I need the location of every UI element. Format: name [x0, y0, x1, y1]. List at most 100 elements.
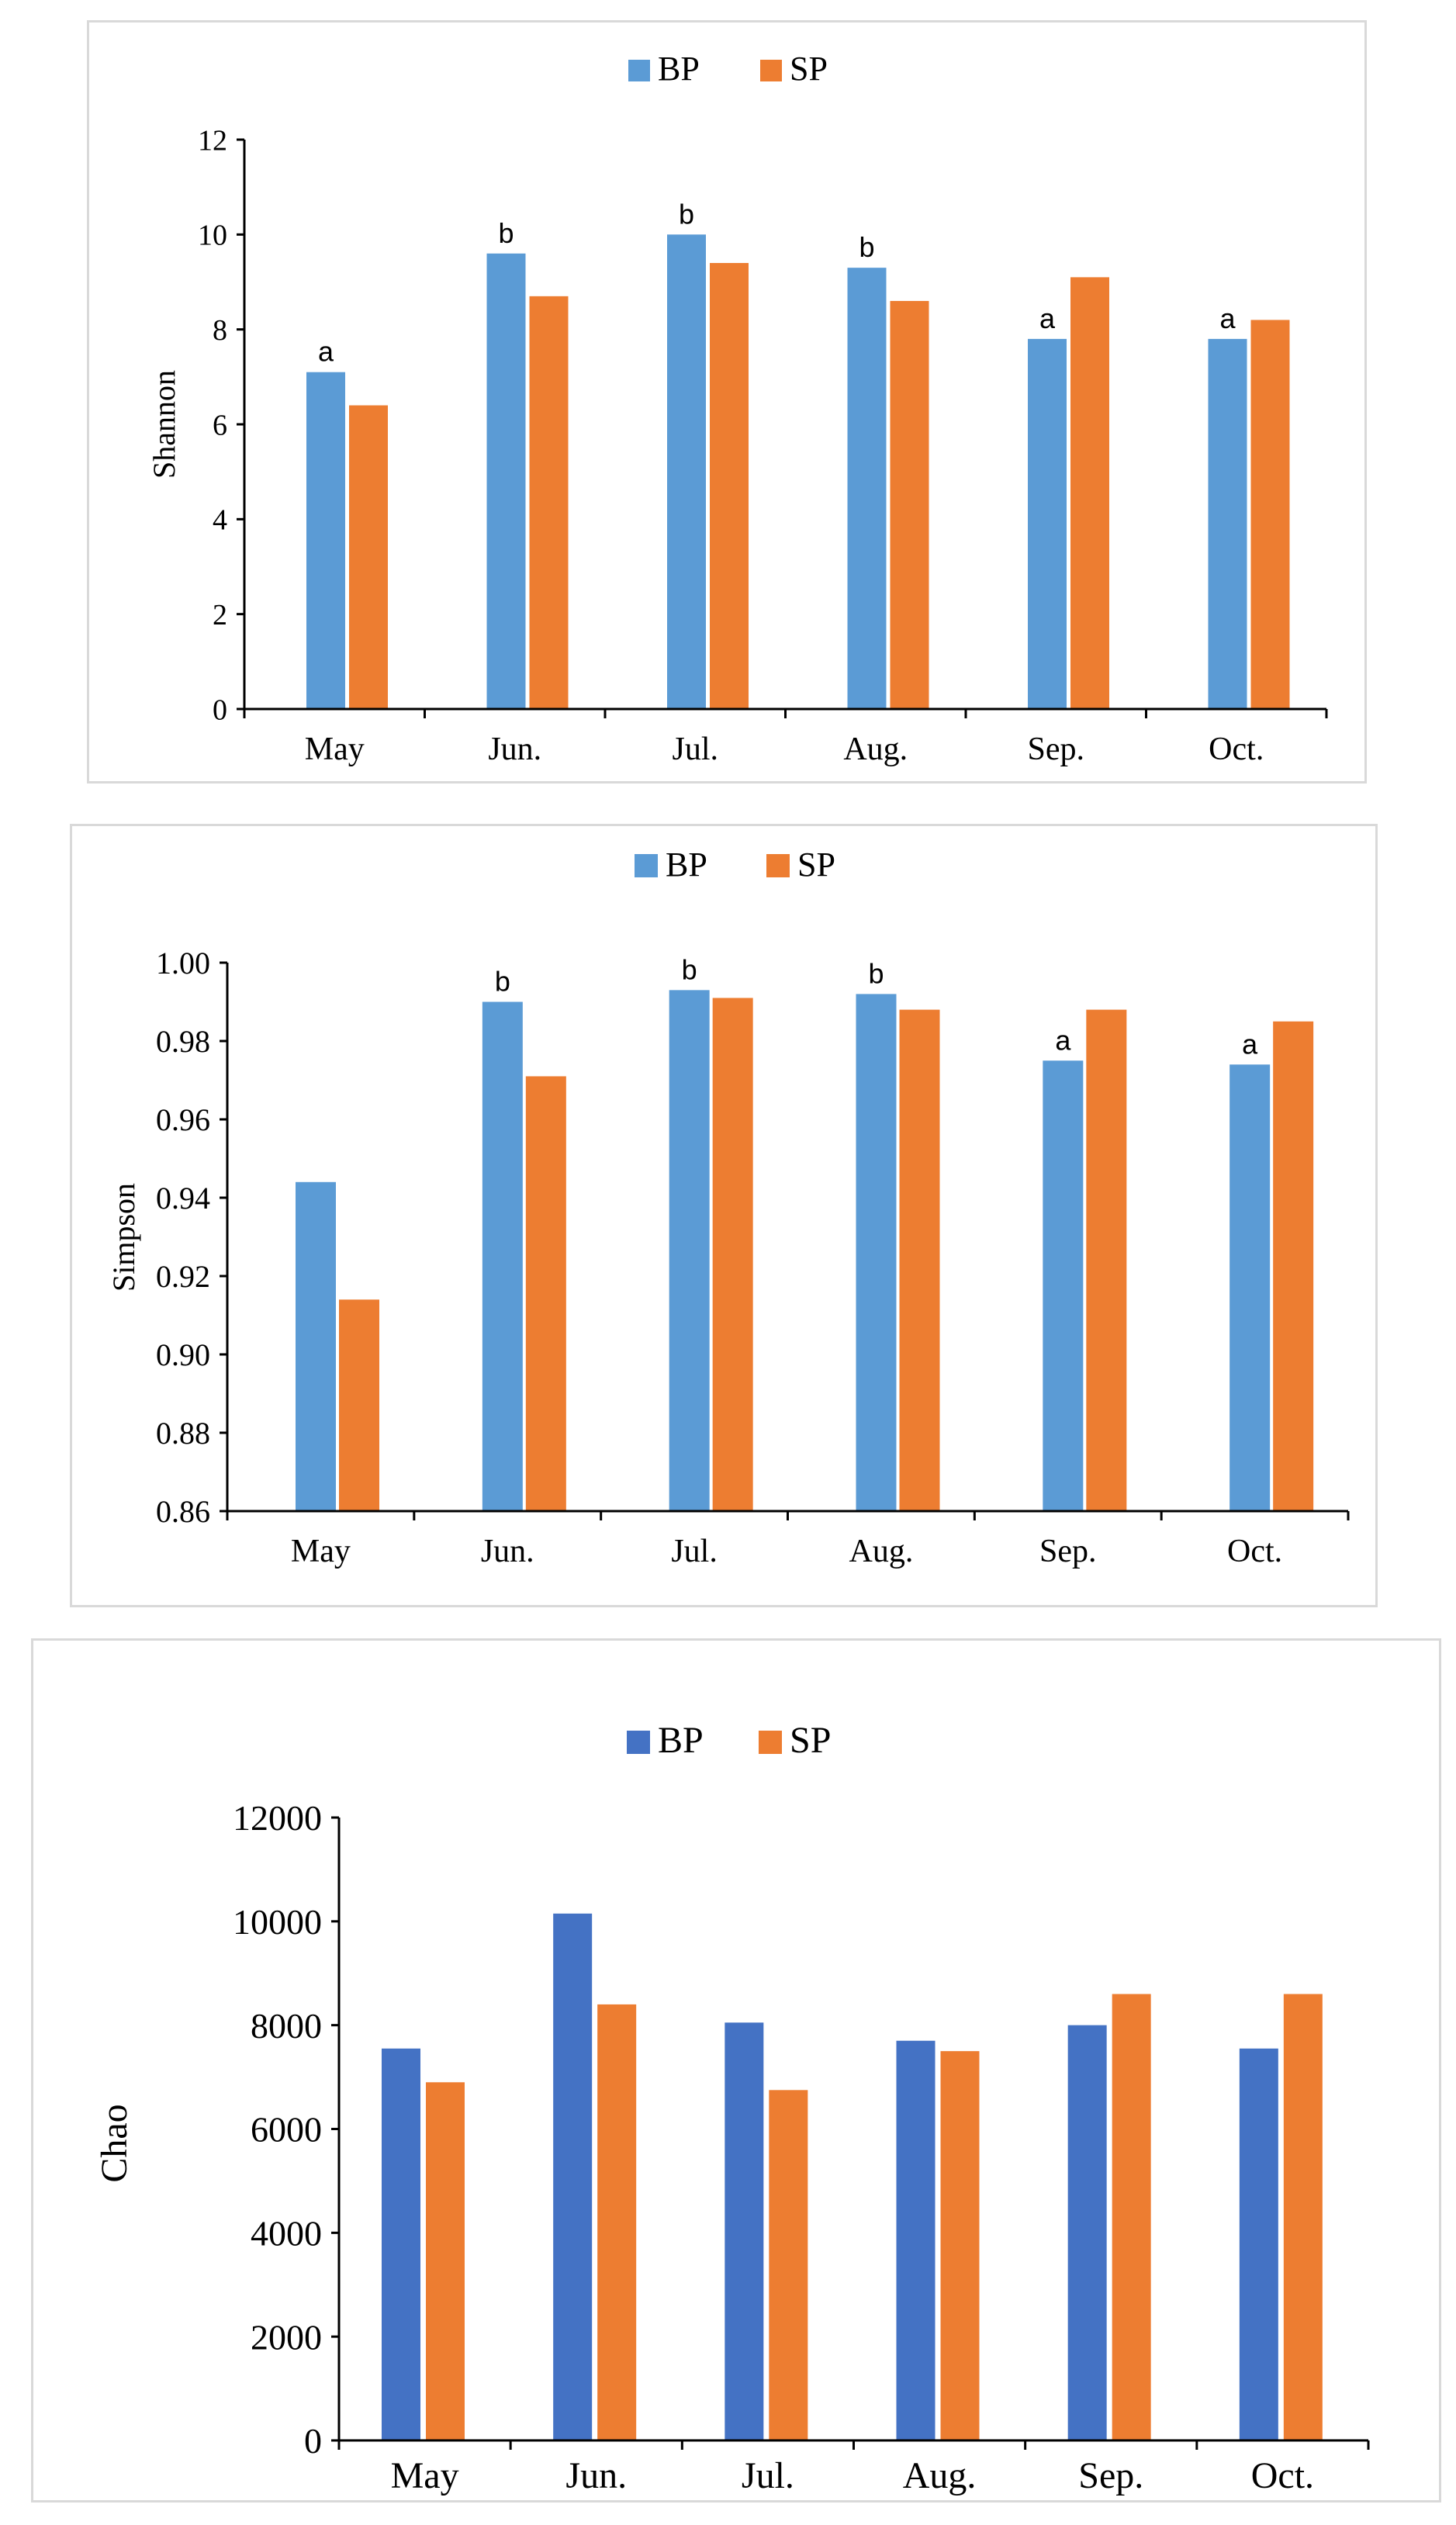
bar-sp-3	[890, 300, 929, 709]
x-tick-label: Oct.	[1227, 1534, 1282, 1569]
legend-swatch-sp	[766, 854, 790, 877]
bar-sp-5	[1273, 1021, 1314, 1511]
x-tick-label: Aug.	[843, 732, 908, 767]
chao-chart-panel: BP SP Chao 0 2000 4000 6000 8000 10000 12000 May Ju…	[31, 1638, 1441, 2503]
y-tick-label: 10	[198, 220, 227, 252]
shannon-chart: BP SP Shannon a b b b a a 0 2 4 6 8 10 12 May Jun. Jul. Aug…	[147, 50, 1328, 767]
y-tick-label: 0.88	[156, 1416, 210, 1451]
bar-bp-2	[669, 990, 710, 1511]
bar-sp-1	[529, 296, 569, 710]
bar-sp-4	[1070, 277, 1109, 710]
bar-bp-5	[1239, 2048, 1278, 2440]
y-tick-label: 0	[304, 2421, 322, 2461]
legend: BP SP	[627, 1720, 831, 1761]
bar-sp-0	[339, 1299, 379, 1511]
x-tick-label: Aug.	[849, 1534, 913, 1569]
y-tick-label: 2	[213, 599, 227, 631]
significance-label: b	[682, 953, 697, 985]
bar-bp-2	[667, 234, 706, 709]
bar-bp-3	[856, 994, 897, 1511]
significance-label: a	[318, 336, 334, 368]
significance-label: b	[868, 957, 884, 989]
bar-sp-5	[1283, 1994, 1323, 2440]
simpson-chart-panel: BP SP Simpson b b b a a 0.86 0.88 0.90 0.92 0.94 0.96…	[70, 824, 1378, 1607]
y-tick-label: 0.92	[156, 1259, 210, 1294]
significance-label: b	[679, 198, 694, 230]
y-tick-label: 0	[213, 694, 227, 726]
x-tick-label: Aug.	[903, 2455, 977, 2496]
bar-bp-3	[896, 2040, 936, 2440]
y-tick-label: 8000	[251, 2006, 322, 2046]
x-tick-label: Jul.	[672, 732, 718, 767]
bar-bp-0	[382, 2048, 420, 2440]
legend-label-bp: BP	[658, 1720, 704, 1761]
shannon-chart-panel: BP SP Shannon a b b b a a 0 2 4 6 8 10 12 May Jun. Jul. Aug…	[87, 20, 1367, 783]
bar-bp-5	[1208, 338, 1247, 709]
legend-swatch-sp	[759, 1731, 782, 1754]
bar-sp-3	[899, 1009, 940, 1511]
significance-label: a	[1242, 1028, 1258, 1060]
bar-sp-5	[1250, 320, 1290, 709]
bar-sp-0	[426, 2082, 465, 2440]
bar-bp-2	[725, 2022, 764, 2440]
bar-sp-2	[710, 263, 749, 709]
x-tick-label: May	[305, 732, 365, 767]
chao-chart: BP SP Chao 0 2000 4000 6000 8000 10000 12000 May Ju…	[94, 1720, 1370, 2496]
significance-label: b	[495, 966, 510, 998]
simpson-chart: BP SP Simpson b b b a a 0.86 0.88 0.90 0.92 0.94 0.96…	[106, 846, 1350, 1569]
y-tick-label: 0.90	[156, 1337, 210, 1372]
bar-bp-1	[486, 253, 526, 709]
bar-bp-1	[482, 1001, 523, 1511]
significance-label: b	[859, 231, 874, 263]
x-tick-label: Oct.	[1209, 732, 1264, 767]
x-tick-label: Jul.	[671, 1534, 718, 1569]
y-tick-label: 2000	[251, 2317, 322, 2357]
bar-bp-4	[1043, 1060, 1084, 1511]
bar-sp-1	[525, 1076, 566, 1511]
bar-bp-1	[553, 1913, 593, 2440]
y-tick-label: 0.96	[156, 1102, 210, 1137]
x-tick-label: Sep.	[1028, 732, 1085, 767]
y-tick-label: 6	[213, 409, 227, 441]
legend-swatch-bp	[635, 854, 658, 877]
bar-sp-4	[1112, 1994, 1151, 2440]
bar-sp-4	[1086, 1009, 1127, 1511]
bar-bp-4	[1028, 338, 1067, 709]
bar-bp-0	[306, 372, 345, 709]
y-tick-label: 0.94	[156, 1181, 210, 1216]
legend-swatch-bp	[627, 1731, 650, 1754]
legend-label-bp: BP	[666, 846, 707, 884]
bar-bp-3	[847, 268, 887, 709]
x-tick-label: May	[391, 2455, 459, 2496]
y-axis-label: Chao	[94, 2104, 135, 2182]
legend-label-sp: SP	[790, 1720, 831, 1761]
y-tick-label: 10000	[233, 1902, 322, 1942]
bar-bp-5	[1229, 1064, 1271, 1511]
x-tick-label: Jun.	[565, 2455, 627, 2496]
y-tick-label: 12	[198, 124, 227, 157]
y-tick-label: 1.00	[156, 946, 210, 981]
y-tick-label: 0.86	[156, 1494, 210, 1529]
bar-bp-0	[296, 1181, 336, 1511]
legend-label-sp: SP	[790, 50, 828, 88]
bar-sp-2	[712, 998, 753, 1511]
y-tick-label: 4000	[251, 2213, 322, 2253]
significance-label: b	[498, 217, 514, 249]
significance-label: a	[1055, 1024, 1071, 1056]
y-tick-label: 4	[213, 504, 227, 537]
y-axis-label: Shannon	[147, 370, 182, 479]
x-tick-label: Oct.	[1251, 2455, 1314, 2496]
x-tick-label: Jun.	[481, 1534, 534, 1569]
legend-swatch-sp	[760, 60, 782, 81]
x-tick-label: Sep.	[1039, 1534, 1097, 1569]
bar-sp-0	[349, 405, 388, 709]
bar-bp-4	[1067, 2025, 1107, 2440]
bar-sp-2	[769, 2090, 808, 2440]
y-tick-label: 8	[213, 314, 227, 347]
legend: BP SP	[635, 846, 835, 884]
y-tick-label: 6000	[251, 2110, 322, 2150]
x-tick-label: Jun.	[488, 732, 541, 767]
x-tick-label: Sep.	[1078, 2455, 1143, 2496]
legend-label-sp: SP	[797, 846, 835, 884]
significance-label: a	[1039, 303, 1056, 334]
